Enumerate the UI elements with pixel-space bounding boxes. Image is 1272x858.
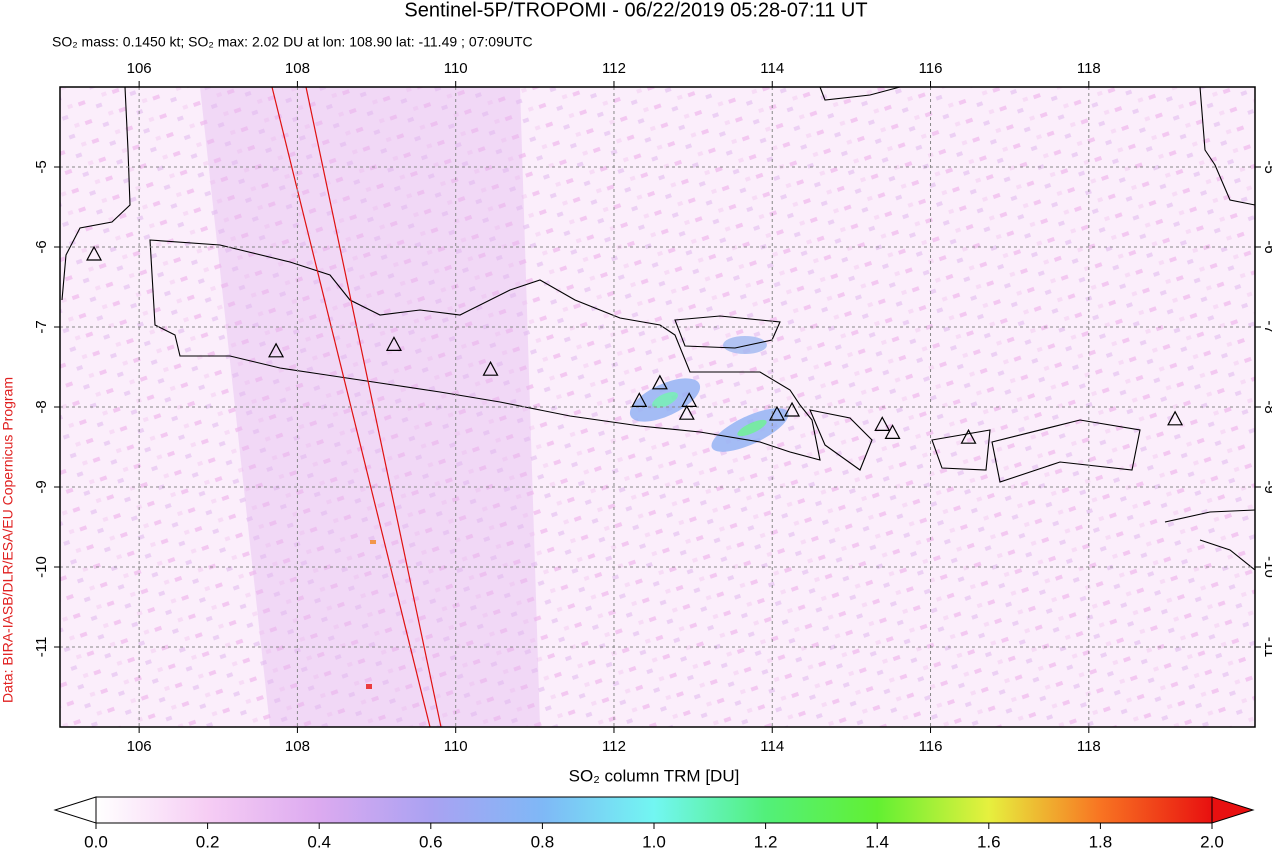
volcano [86,245,103,261]
x-tick-label: 106 [127,738,152,755]
subtitle: SO₂ mass: 0.1450 kt; SO₂ max: 2.02 DU at… [52,34,533,50]
y-tick-label: -7 [1261,320,1272,333]
y-tick-label: -11 [1261,637,1272,658]
x-tick-label: 112 [602,738,626,755]
volcano [385,336,402,351]
x-tick-label: 114 [760,738,784,755]
volcano [681,392,698,407]
x-tick-label: 108 [285,738,310,755]
y-tick-label: -6 [1261,240,1272,253]
y-tick-label: -7 [33,320,50,333]
volcano [884,424,901,439]
colorbar-tick-label: 0.8 [531,832,555,851]
colorbar-tick-label: 0.6 [419,832,443,851]
x-tick-label: 116 [919,738,943,755]
x-tick-label: 114 [760,60,784,77]
colorbar-label: SO₂ column TRM [DU] [569,766,740,785]
volcano [1167,410,1184,426]
y-tick-label: -5 [1261,160,1272,173]
volcano [268,342,285,358]
y-tick-label: -10 [33,556,50,578]
chart-title: Sentinel-5P/TROPOMI - 06/22/2019 05:28-0… [404,0,867,21]
volcano [678,404,695,420]
volcano [768,405,786,421]
y-tick-label: -8 [33,400,50,413]
y-tick-label: -6 [33,240,50,253]
volcano [631,392,648,407]
colorbar-tick-label: 2.0 [1200,832,1224,851]
volcano [874,416,891,431]
y-tick-label: -9 [33,480,50,493]
x-tick-label: 112 [602,60,626,77]
x-tick-label: 110 [444,738,468,755]
x-tick-label: 106 [127,60,152,77]
x-tick-label: 116 [919,60,943,77]
colorbar-tick-label: 0.0 [84,832,108,851]
colorbar-tick-label: 1.2 [754,832,778,851]
volcano [482,360,499,376]
colorbar-scale [95,796,1213,824]
colorbar-over [1211,796,1255,824]
x-tick-label: 110 [444,60,468,77]
credit: Data: BIRA-IASB/DLR/ESA/EU Copernicus Pr… [0,377,16,703]
y-tick-label: -11 [33,637,50,658]
colorbar-tick-label: 0.2 [196,832,220,851]
y-tick-label: -9 [1261,480,1272,493]
colorbar-tick-label: 1.0 [642,832,666,851]
map-area [60,86,1256,728]
colorbar-under [53,796,97,824]
colorbar-tick-label: 1.6 [977,832,1001,851]
volcano [651,374,668,390]
x-tick-label: 108 [285,60,310,77]
colorbar-tick-label: 1.4 [865,832,889,851]
volcano [960,428,977,444]
x-tick-label: 118 [1077,60,1101,77]
volcano [784,401,801,417]
x-tick-label: 118 [1077,738,1101,755]
y-tick-label: -8 [1261,400,1272,413]
y-tick-label: -10 [1261,556,1272,578]
colorbar-tick-label: 1.8 [1089,832,1113,851]
colorbar: SO₂ column TRM [DU] 0.0 0.2 0.4 0.6 0.8 1.0 1.… [53,766,1255,851]
colorbar-tick-label: 0.4 [307,832,331,851]
y-tick-label: -5 [33,160,50,173]
